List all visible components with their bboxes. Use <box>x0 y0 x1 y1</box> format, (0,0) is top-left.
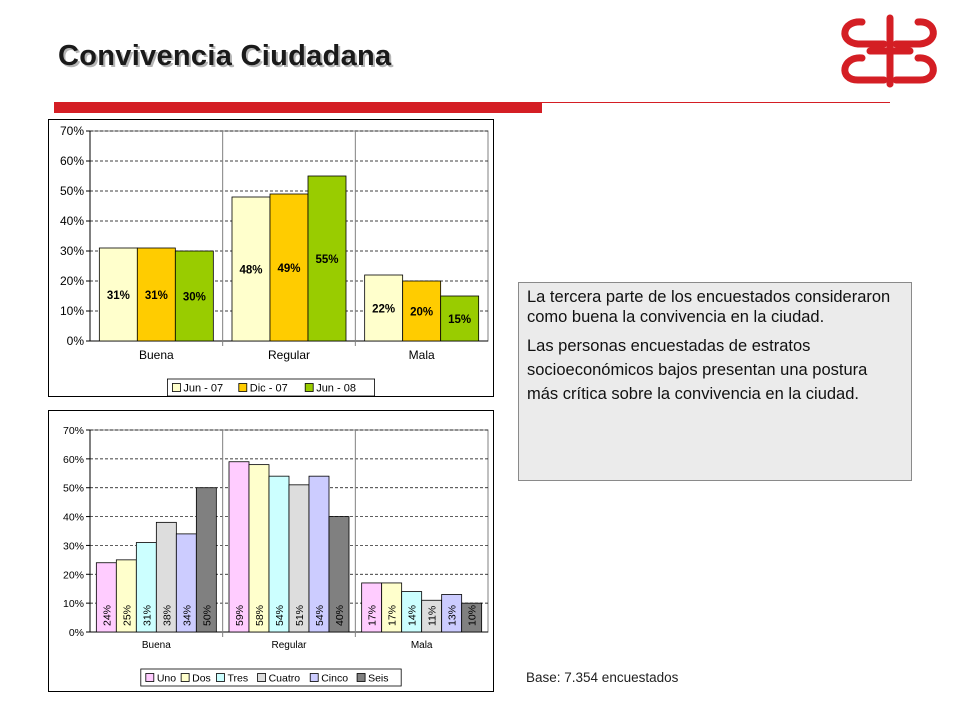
legend-swatch <box>172 383 181 392</box>
bar-jun-07-mala <box>364 274 404 342</box>
legend-label: Cinco <box>321 673 348 685</box>
legend-label: Jun - 08 <box>316 383 356 395</box>
legend-label: Dic - 07 <box>250 383 288 395</box>
y-tick-label: 20% <box>60 274 84 288</box>
data-label: 10% <box>467 605 479 626</box>
data-label: 55% <box>315 254 338 266</box>
title-underline-thin <box>542 102 890 103</box>
data-label: 50% <box>201 605 213 626</box>
y-tick-label: 20% <box>63 569 84 581</box>
summary-paragraph-2: Las personas encuestadas de estratos soc… <box>527 337 868 403</box>
legend-label: Cuatro <box>269 673 301 685</box>
legend-label: Dos <box>192 673 211 685</box>
data-label: 40% <box>334 605 346 626</box>
data-label: 24% <box>101 605 113 626</box>
y-tick-label: 40% <box>60 214 84 228</box>
data-label: 54% <box>274 605 286 626</box>
legend-swatch <box>356 673 366 682</box>
data-label: 15% <box>448 314 471 326</box>
data-label: 31% <box>107 290 130 302</box>
chart-legend: Uno Dos Tres Cuatro Cinco Seis <box>140 668 402 687</box>
bar-jun-08-mala <box>440 295 480 342</box>
chart-strata-comparison: 0% 10% 20% 30% 40% 50% 60% 70% 24% 25% 31% 38% 34% 50… <box>48 410 494 692</box>
data-label: 25% <box>121 605 133 626</box>
data-label: 48% <box>239 265 262 277</box>
data-label: 31% <box>141 605 153 626</box>
y-tick-label: 60% <box>63 454 84 466</box>
category-label: Regular <box>271 640 307 651</box>
y-tick-label: 70% <box>60 124 84 138</box>
data-label: 51% <box>294 605 306 626</box>
legend-swatch <box>216 673 225 682</box>
legend-swatch <box>238 383 248 392</box>
legend-label: Seis <box>368 673 388 685</box>
data-label: 20% <box>410 307 433 319</box>
category-label: Mala <box>409 348 435 362</box>
data-label: 54% <box>314 605 326 626</box>
category-label: Buena <box>139 348 174 362</box>
bar-dic-07-regular <box>269 193 309 342</box>
bar-seis-buena <box>195 487 217 633</box>
y-tick-label: 70% <box>63 425 84 437</box>
bar-dic-07-buena <box>136 247 176 342</box>
data-label: 59% <box>234 605 246 626</box>
data-label: 58% <box>254 605 266 626</box>
data-label: 22% <box>372 304 395 316</box>
title-underline-thick <box>54 102 542 113</box>
chart-legend: Jun - 07 Dic - 07 Jun - 08 <box>167 378 375 397</box>
bar-seis-regular <box>328 516 350 633</box>
y-tick-label: 10% <box>60 304 84 318</box>
data-label: 30% <box>183 292 206 304</box>
legend-swatch <box>257 673 266 682</box>
legend-box <box>167 378 375 397</box>
legend-swatch <box>180 673 190 682</box>
data-label: 38% <box>161 605 173 626</box>
category-label: Buena <box>142 640 171 651</box>
data-label: 31% <box>145 290 168 302</box>
sample-base-note: Base: 7.354 encuestados <box>526 670 679 685</box>
legend-box <box>140 668 402 687</box>
data-label: 17% <box>367 605 379 626</box>
legend-swatch <box>304 383 314 392</box>
data-label: 17% <box>387 605 399 626</box>
category-label: Mala <box>411 640 433 651</box>
data-label: 49% <box>277 263 300 275</box>
cb-logo-icon <box>834 14 946 93</box>
data-label: 11% <box>427 606 439 626</box>
y-tick-label: 10% <box>63 598 84 610</box>
legend-label: Uno <box>157 673 176 685</box>
bar-jun-07-buena <box>98 247 138 342</box>
y-tick-label: 40% <box>63 512 84 524</box>
bar-jun-08-regular <box>307 175 347 342</box>
bar-seis-mala <box>461 602 483 633</box>
category-label: Regular <box>268 348 310 362</box>
summary-paragraph-1: La tercera parte de los encuestados cons… <box>527 288 891 326</box>
chart-period-comparison: 0% 10% 20% 30% 40% 50% 60% 70% 31% 31% 30% Buena 48%… <box>48 119 494 397</box>
data-label: 34% <box>181 605 193 626</box>
data-label: 13% <box>447 605 459 626</box>
bar-jun-08-buena <box>174 250 214 342</box>
legend-label: Tres <box>227 673 248 685</box>
legend-label: Jun - 07 <box>183 383 223 395</box>
data-label: 14% <box>407 605 419 626</box>
legend-swatch <box>309 673 319 682</box>
y-tick-label: 0% <box>69 627 84 639</box>
y-tick-label: 30% <box>60 244 84 258</box>
y-tick-label: 30% <box>63 540 84 552</box>
page-title: Convivencia Ciudadana <box>58 40 392 72</box>
legend-swatch <box>145 673 155 682</box>
y-tick-label: 50% <box>63 483 84 495</box>
bar-jun-07-regular <box>231 196 271 342</box>
summary-textbox: La tercera parte de los encuestados cons… <box>518 282 912 481</box>
y-tick-label: 50% <box>60 184 84 198</box>
y-tick-label: 0% <box>67 334 85 348</box>
y-tick-label: 60% <box>60 154 84 168</box>
